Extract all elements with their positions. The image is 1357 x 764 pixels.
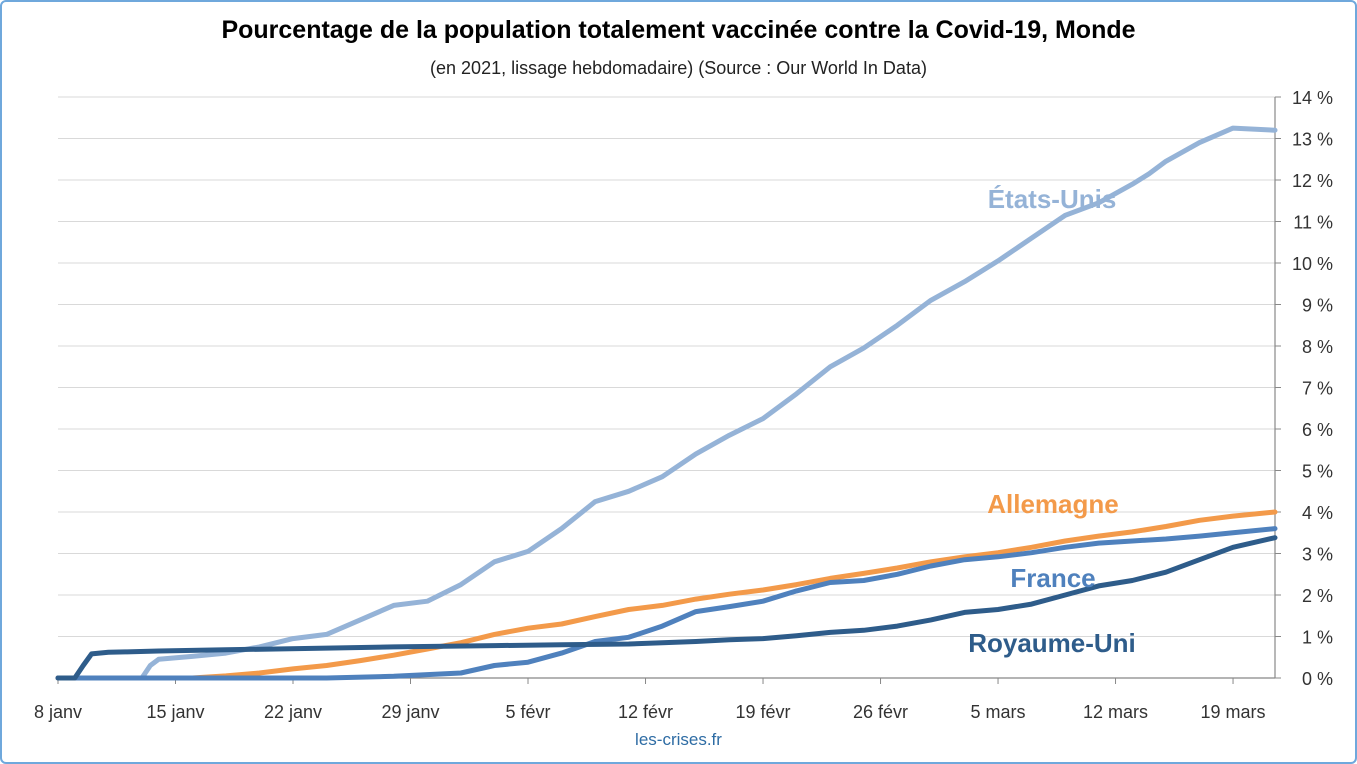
y-tick-label: 14 % <box>1292 88 1333 108</box>
x-tick-label: 15 janv <box>146 702 204 722</box>
y-tick-label: 0 % <box>1302 669 1333 689</box>
y-tick-label: 11 % <box>1293 213 1333 233</box>
x-tick-label: 22 janv <box>264 702 322 722</box>
series-line-1 <box>55 509 1278 681</box>
x-tick-label: 19 mars <box>1201 702 1266 722</box>
series-label-2: France <box>1010 563 1095 593</box>
chart-subtitle: (en 2021, lissage hebdomadaire) (Source … <box>430 58 927 78</box>
y-tick-label: 8 % <box>1302 337 1333 357</box>
series-line-2 <box>55 526 1278 681</box>
x-tick-label: 19 févr <box>736 702 791 722</box>
chart-title: Pourcentage de la population totalement … <box>221 16 1136 44</box>
x-tick-label: 26 févr <box>853 702 908 722</box>
source-credit: les-crises.fr <box>635 730 722 749</box>
x-tick-label: 5 févr <box>505 702 550 722</box>
x-tick-label: 5 mars <box>971 702 1026 722</box>
y-tick-label: 7 % <box>1302 379 1333 399</box>
y-tick-label: 9 % <box>1302 296 1333 316</box>
y-tick-label: 5 % <box>1302 462 1333 482</box>
series-label-0: États-Unis <box>988 184 1117 214</box>
y-tick-label: 6 % <box>1302 420 1333 440</box>
y-tick-label: 10 % <box>1292 254 1333 274</box>
series-line-3 <box>55 535 1278 681</box>
series-label-3: Royaume-Uni <box>968 628 1136 658</box>
x-tick-label: 12 mars <box>1083 702 1148 722</box>
x-tick-label: 29 janv <box>381 702 439 722</box>
y-tick-label: 12 % <box>1292 171 1333 191</box>
y-tick-label: 2 % <box>1302 586 1333 606</box>
y-tick-label: 4 % <box>1302 503 1333 523</box>
x-tick-label: 8 janv <box>34 702 82 722</box>
y-tick-label: 1 % <box>1302 628 1333 648</box>
x-tick-label: 12 févr <box>618 702 673 722</box>
series-label-1: Allemagne <box>987 489 1119 519</box>
y-tick-label: 13 % <box>1292 130 1333 150</box>
y-tick-label: 3 % <box>1302 545 1333 565</box>
